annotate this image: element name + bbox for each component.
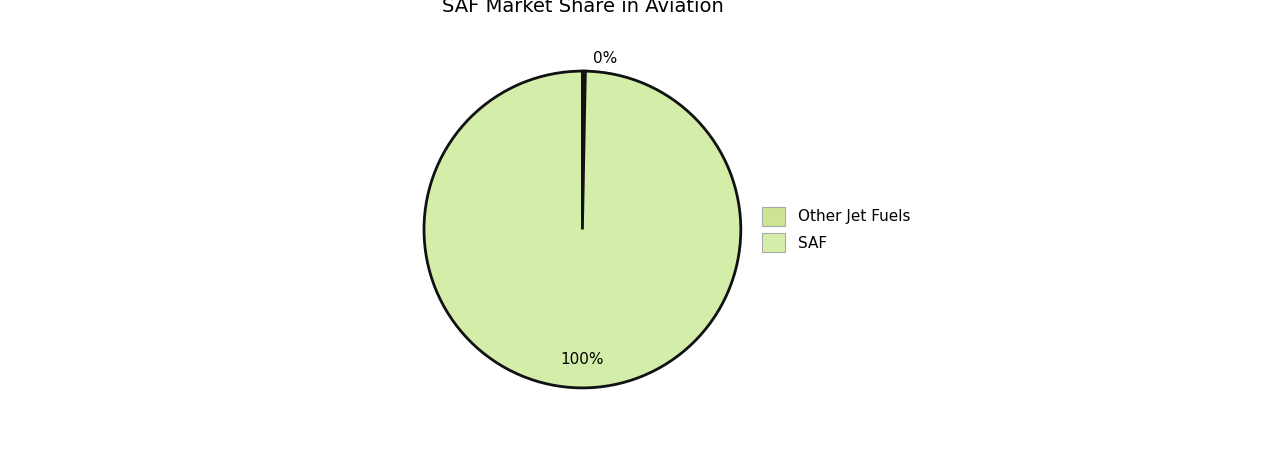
Text: 100%: 100% (561, 352, 604, 367)
Legend: Other Jet Fuels, SAF: Other Jet Fuels, SAF (756, 201, 916, 258)
Wedge shape (582, 71, 585, 229)
Text: 0%: 0% (594, 51, 618, 66)
Wedge shape (424, 71, 741, 388)
Title: SAF Market Share in Aviation: SAF Market Share in Aviation (442, 0, 723, 17)
